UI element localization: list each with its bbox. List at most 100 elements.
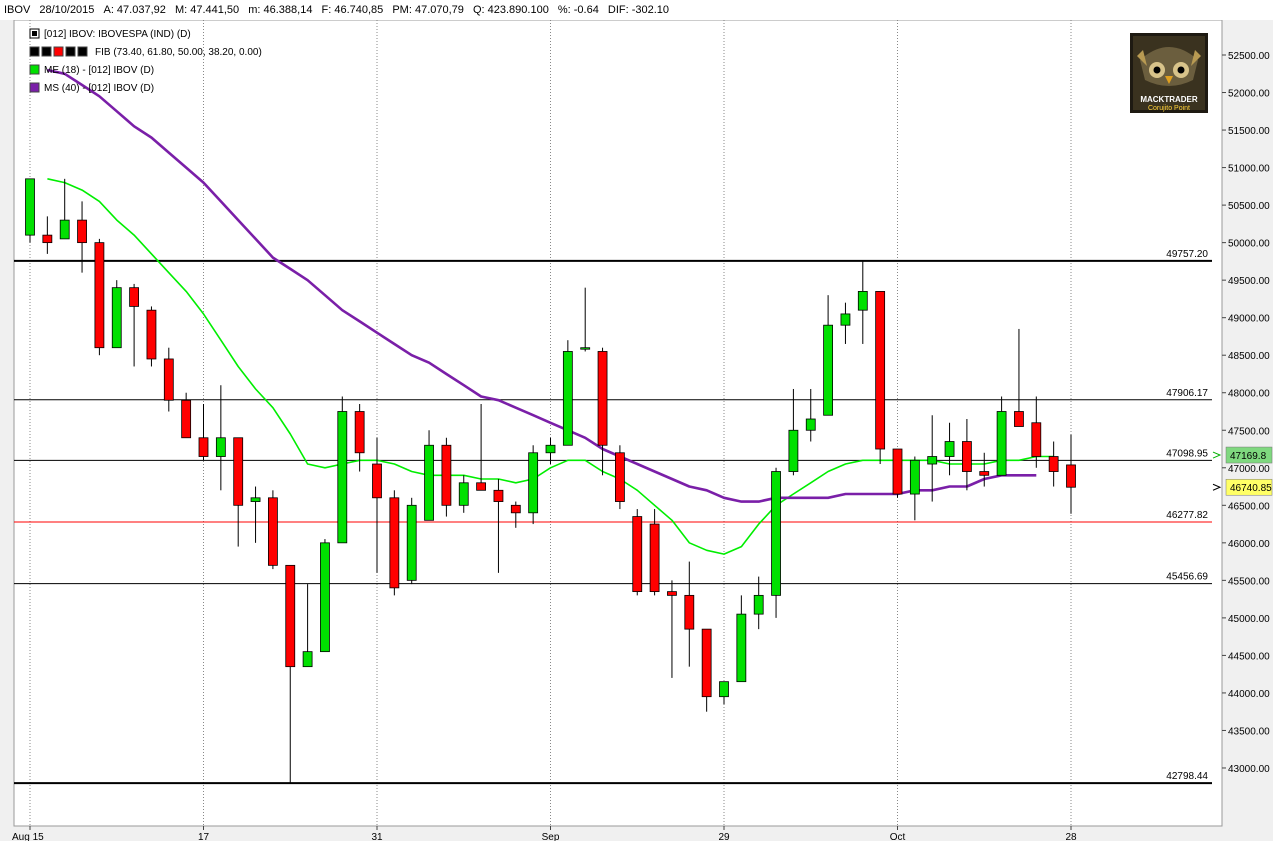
fib-color-swatch [41,46,52,57]
candle-up[interactable] [250,497,261,502]
candle-down[interactable] [441,444,452,506]
candle-up[interactable] [215,437,226,457]
candle-down[interactable] [1031,422,1042,457]
candle-down[interactable] [198,437,209,457]
legend-item-fib[interactable]: FIB (73.40, 61.80, 50.00, 38.20, 0.00) [29,46,262,58]
x-tick-label: 31 [371,832,383,841]
candle-up[interactable] [562,351,573,446]
fib-level-label: 47098.95 [1166,448,1208,459]
candle-up[interactable] [909,459,920,495]
candle-down[interactable] [684,594,695,630]
candle-up[interactable] [406,504,417,581]
candle-down[interactable] [1066,464,1076,488]
legend-label-ibov: [012] IBOV: IBOVESPA (IND) (D) [44,29,191,40]
legend-label-me: ME (18) - [012] IBOV (D) [44,65,154,76]
candle-up[interactable] [719,681,729,698]
candle-down[interactable] [632,516,643,593]
candle-up[interactable] [337,411,348,544]
candle-up[interactable] [580,347,591,350]
price-badge-label: 46740.85 [1230,483,1272,494]
quantity-value: Q: 423.890.100 [472,4,549,16]
candle-up[interactable] [944,441,955,457]
candle-down[interactable] [372,463,382,499]
candle-up[interactable] [753,594,764,615]
candle-down[interactable] [389,497,400,589]
y-tick-label: 52000.00 [1228,89,1270,100]
price-badge-label: 47169.8 [1230,451,1267,462]
candle-up[interactable] [805,418,816,431]
x-tick-label: Sep [542,832,560,841]
candle-up[interactable] [25,178,35,236]
legend-item-ms[interactable]: MS (40) - [012] IBOV (D) [29,82,154,94]
candle-down[interactable] [77,219,87,244]
candle-down[interactable] [163,358,174,401]
candle-down[interactable] [129,287,140,307]
y-tick-label: 49000.00 [1228,314,1270,325]
candle-up[interactable] [927,456,938,465]
candle-down[interactable] [875,291,886,450]
candle-down[interactable] [979,471,990,476]
fib-level-label: 46277.82 [1166,510,1208,521]
candle-up[interactable] [302,651,313,668]
candle-up[interactable] [857,291,868,311]
candle-up[interactable] [996,411,1007,476]
logo-title: MACKTRADER [1140,95,1198,104]
legend: [012] IBOV: IBOVESPA (IND) (D) FIB (73.4… [29,28,262,94]
candle-up[interactable] [840,313,851,326]
x-tick-label: Oct [890,832,906,841]
candle-up[interactable] [823,324,833,416]
y-tick-label: 43500.00 [1228,726,1270,737]
candle-down[interactable] [892,448,903,495]
candle-up[interactable] [736,613,747,683]
x-tick-label: 28 [1065,832,1077,841]
candle-up[interactable] [788,429,799,472]
candle-down[interactable] [94,242,105,349]
candle-down[interactable] [1014,411,1024,427]
candle-down[interactable] [42,234,53,244]
price-chart[interactable]: 49757.20 47906.17 47098.95 46277.82 45456.69… [0,20,1273,841]
candle-up[interactable] [458,482,469,506]
candle-down[interactable] [962,441,972,472]
candle-down[interactable] [1048,456,1059,472]
y-tick-label: 46500.00 [1228,501,1270,512]
legend-item-me[interactable]: ME (18) - [012] IBOV (D) [29,64,154,76]
candle-down[interactable] [354,411,365,454]
candle-down[interactable] [181,399,192,439]
candle-down[interactable] [701,628,712,698]
candle-up[interactable] [320,542,330,653]
candle-down[interactable] [597,351,608,446]
candle-down[interactable] [493,489,504,502]
difference-value: DIF: -302.10 [607,4,670,16]
candle-down[interactable] [667,591,677,596]
badge-arrow-icon [1212,483,1222,491]
fib-level-label: 49757.20 [1166,249,1208,260]
candle-down[interactable] [233,437,244,506]
me-18-line[interactable] [47,178,1054,555]
logo-subtitle: Corujito Point [1148,105,1190,112]
x-tick-label: Aug 15 [12,832,44,841]
candle-down[interactable] [267,497,278,566]
candle-up[interactable] [111,287,122,349]
fib-color-swatch [29,46,40,57]
y-tick-label: 50500.00 [1228,201,1270,212]
candle-up[interactable] [545,444,556,454]
candle-up[interactable] [771,471,781,596]
candle-down[interactable] [146,309,157,360]
ms-40-line[interactable] [47,68,1037,503]
candle-down[interactable] [285,564,296,668]
y-tick-label: 47500.00 [1228,426,1270,437]
candle-down[interactable] [510,504,521,514]
candle-down[interactable] [649,523,660,593]
y-tick-label: 44500.00 [1228,651,1270,662]
y-tick-label: 45500.00 [1228,576,1270,587]
candle-up[interactable] [424,444,434,521]
chart-square-inner-icon [32,31,37,36]
candle-up[interactable] [59,219,70,240]
candle-up[interactable] [528,452,539,514]
legend-item-ibov[interactable]: [012] IBOV: IBOVESPA (IND) (D) [29,28,191,40]
candle-down[interactable] [476,482,487,491]
high-value: M: 47.441,50 [174,4,240,16]
y-tick-label: 43000.00 [1228,764,1270,775]
candle-down[interactable] [615,452,625,502]
